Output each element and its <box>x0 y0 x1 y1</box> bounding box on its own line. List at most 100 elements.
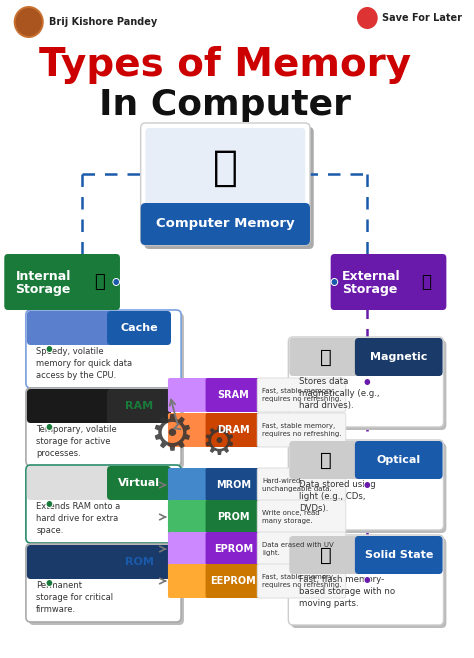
FancyBboxPatch shape <box>29 468 184 546</box>
Text: RAM: RAM <box>125 401 153 411</box>
Circle shape <box>46 423 53 431</box>
Text: Virtual: Virtual <box>118 478 160 488</box>
FancyBboxPatch shape <box>291 538 447 628</box>
Text: PROM: PROM <box>217 512 250 522</box>
FancyBboxPatch shape <box>29 547 184 625</box>
FancyBboxPatch shape <box>331 254 447 310</box>
Circle shape <box>46 500 53 508</box>
Text: ⚙: ⚙ <box>149 411 194 459</box>
FancyBboxPatch shape <box>107 389 171 423</box>
Text: 💿: 💿 <box>320 451 332 470</box>
Text: 💿: 💿 <box>320 347 332 367</box>
Text: Extends RAM onto a
hard drive for extra
space.: Extends RAM onto a hard drive for extra … <box>36 502 120 534</box>
FancyBboxPatch shape <box>257 468 346 502</box>
FancyBboxPatch shape <box>29 391 184 469</box>
FancyBboxPatch shape <box>27 311 115 345</box>
FancyBboxPatch shape <box>288 535 444 625</box>
Text: Optical: Optical <box>377 455 421 465</box>
FancyBboxPatch shape <box>257 532 346 566</box>
Text: 💾: 💾 <box>320 545 332 565</box>
FancyBboxPatch shape <box>355 536 443 574</box>
Text: 🖥️: 🖥️ <box>213 147 238 189</box>
Text: Magnetic: Magnetic <box>370 352 428 362</box>
FancyBboxPatch shape <box>27 389 115 423</box>
FancyBboxPatch shape <box>355 441 443 479</box>
Text: Data stored using
light (e.g., CDs,
DVDs).: Data stored using light (e.g., CDs, DVDs… <box>299 480 375 513</box>
FancyBboxPatch shape <box>107 466 171 500</box>
FancyBboxPatch shape <box>257 378 346 412</box>
Text: Fast, flash memory-
based storage with no
moving parts.: Fast, flash memory- based storage with n… <box>299 575 395 607</box>
Circle shape <box>46 346 52 352</box>
Circle shape <box>112 278 120 286</box>
FancyBboxPatch shape <box>291 340 447 430</box>
Text: ROM: ROM <box>125 557 154 567</box>
Text: EEPROM: EEPROM <box>210 576 256 586</box>
FancyBboxPatch shape <box>289 338 363 376</box>
FancyBboxPatch shape <box>168 532 210 566</box>
FancyBboxPatch shape <box>257 564 346 598</box>
Circle shape <box>357 7 378 29</box>
Text: Storage: Storage <box>16 284 71 297</box>
FancyBboxPatch shape <box>141 203 310 245</box>
FancyBboxPatch shape <box>26 465 181 543</box>
Text: 🗂: 🗂 <box>94 273 105 291</box>
Text: Computer Memory: Computer Memory <box>156 218 295 230</box>
FancyBboxPatch shape <box>168 378 210 412</box>
Text: Speedy, volatile
memory for quick data
access by the CPU.: Speedy, volatile memory for quick data a… <box>36 347 132 380</box>
Circle shape <box>46 501 52 507</box>
Circle shape <box>16 8 42 36</box>
FancyBboxPatch shape <box>206 378 261 412</box>
Text: External: External <box>342 270 401 282</box>
Circle shape <box>46 424 52 430</box>
Text: DRAM: DRAM <box>217 425 250 435</box>
Circle shape <box>46 345 53 353</box>
FancyBboxPatch shape <box>107 545 171 579</box>
Circle shape <box>364 576 371 584</box>
Text: Write once, read
many storage.: Write once, read many storage. <box>262 510 319 524</box>
FancyBboxPatch shape <box>4 254 120 310</box>
FancyBboxPatch shape <box>141 123 310 245</box>
Circle shape <box>365 379 370 385</box>
Text: Solid State: Solid State <box>365 550 433 560</box>
Text: Types of Memory: Types of Memory <box>39 46 411 84</box>
Text: Storage: Storage <box>342 284 397 297</box>
FancyBboxPatch shape <box>257 500 346 534</box>
Circle shape <box>365 482 370 488</box>
FancyBboxPatch shape <box>288 440 444 530</box>
Text: Temporary, volatile
storage for active
processes.: Temporary, volatile storage for active p… <box>36 425 117 457</box>
Text: Internal: Internal <box>16 270 71 282</box>
Text: Fast, stable memory,
requires no refreshing.: Fast, stable memory, requires no refresh… <box>262 388 341 402</box>
Text: Brij Kishore Pandey: Brij Kishore Pandey <box>49 17 158 27</box>
FancyBboxPatch shape <box>168 500 210 534</box>
FancyBboxPatch shape <box>206 413 261 447</box>
FancyBboxPatch shape <box>206 468 261 502</box>
Text: Save For Later: Save For Later <box>383 13 463 23</box>
Text: Stores data
magnetically (e.g.,
hard drives).: Stores data magnetically (e.g., hard dri… <box>299 377 379 409</box>
Circle shape <box>113 279 119 285</box>
Text: SRAM: SRAM <box>218 390 249 400</box>
Circle shape <box>46 580 52 586</box>
FancyBboxPatch shape <box>27 545 115 579</box>
Text: Fast, stable memory,
requires no refreshing.: Fast, stable memory, requires no refresh… <box>262 574 341 588</box>
Text: Cache: Cache <box>120 323 158 333</box>
Text: Data erased with UV
light.: Data erased with UV light. <box>262 542 334 556</box>
FancyBboxPatch shape <box>288 337 444 427</box>
FancyBboxPatch shape <box>355 338 443 376</box>
Circle shape <box>365 577 370 583</box>
Text: EPROM: EPROM <box>214 544 253 554</box>
FancyBboxPatch shape <box>107 311 171 345</box>
Text: Permanent
storage for critical
firmware.: Permanent storage for critical firmware. <box>36 581 113 614</box>
FancyBboxPatch shape <box>168 564 210 598</box>
Text: Hard-wired,
unchangeable data.: Hard-wired, unchangeable data. <box>262 478 332 492</box>
FancyBboxPatch shape <box>145 127 314 249</box>
FancyBboxPatch shape <box>206 532 261 566</box>
FancyBboxPatch shape <box>26 310 181 388</box>
Circle shape <box>331 278 338 286</box>
Circle shape <box>14 6 44 38</box>
FancyBboxPatch shape <box>146 128 305 212</box>
Text: Fast, stable memory,
requires no refreshing.: Fast, stable memory, requires no refresh… <box>262 423 341 437</box>
Text: 🔋: 🔋 <box>420 273 431 291</box>
Text: MROM: MROM <box>216 480 251 490</box>
FancyBboxPatch shape <box>168 413 210 447</box>
FancyBboxPatch shape <box>27 466 115 500</box>
